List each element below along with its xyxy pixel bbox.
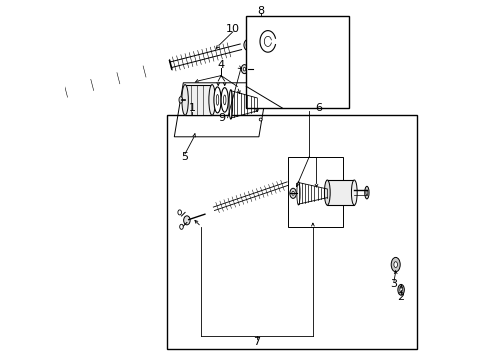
Ellipse shape	[399, 288, 402, 292]
Text: 10: 10	[225, 24, 240, 34]
Bar	[326, 180, 354, 205]
Bar	[185, 85, 212, 115]
Bar	[167, 115, 416, 349]
Ellipse shape	[296, 182, 300, 205]
Ellipse shape	[255, 97, 258, 112]
Bar	[287, 157, 343, 227]
Ellipse shape	[365, 190, 367, 195]
Ellipse shape	[228, 90, 232, 119]
Ellipse shape	[324, 180, 329, 205]
Text: 4: 4	[217, 60, 224, 70]
Ellipse shape	[183, 216, 190, 225]
Ellipse shape	[216, 95, 218, 105]
Text: 3: 3	[389, 279, 397, 289]
Text: 6: 6	[314, 103, 321, 113]
Text: 2: 2	[397, 292, 404, 302]
Ellipse shape	[241, 65, 247, 74]
Ellipse shape	[351, 180, 356, 205]
Ellipse shape	[221, 88, 228, 112]
Ellipse shape	[289, 188, 296, 198]
Text: 1: 1	[188, 103, 195, 113]
Ellipse shape	[178, 210, 181, 215]
Ellipse shape	[244, 40, 251, 50]
Ellipse shape	[259, 118, 262, 121]
Bar	[246, 16, 348, 108]
Ellipse shape	[179, 224, 183, 229]
Text: 9: 9	[218, 113, 225, 123]
Ellipse shape	[208, 85, 215, 115]
Ellipse shape	[223, 95, 225, 105]
Ellipse shape	[182, 85, 188, 115]
Ellipse shape	[179, 97, 182, 103]
Text: 7: 7	[253, 337, 260, 347]
Ellipse shape	[397, 284, 404, 295]
Ellipse shape	[390, 257, 399, 272]
Text: 5: 5	[181, 152, 188, 162]
Ellipse shape	[291, 192, 294, 195]
Ellipse shape	[364, 186, 368, 199]
Text: 8: 8	[257, 6, 264, 16]
Ellipse shape	[245, 42, 249, 48]
Ellipse shape	[243, 67, 245, 71]
Ellipse shape	[393, 262, 397, 267]
Ellipse shape	[213, 87, 221, 113]
